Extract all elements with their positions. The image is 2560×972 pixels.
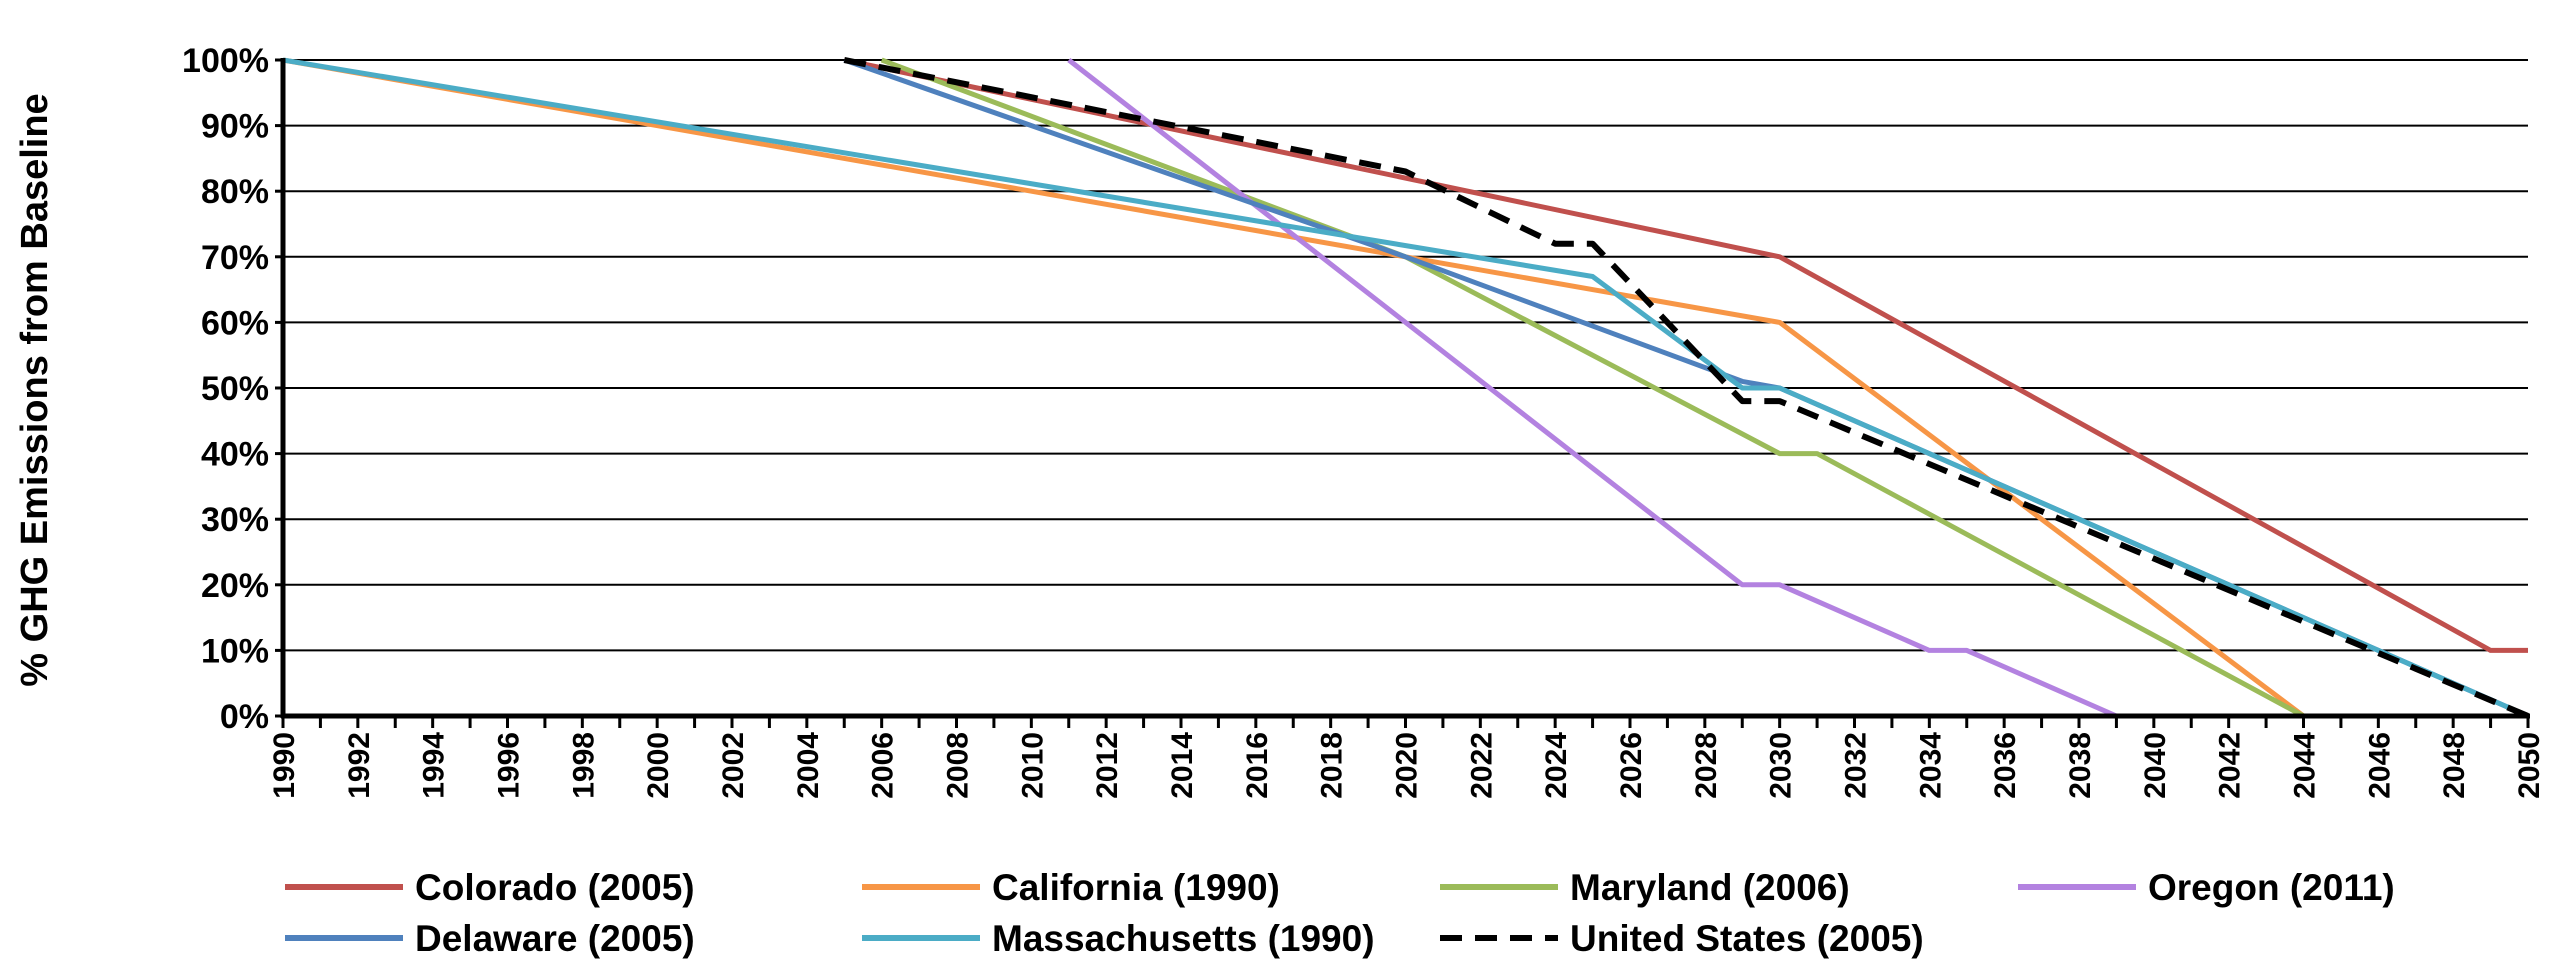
y-tick-label: 20%	[201, 567, 269, 605]
series-line	[282, 57, 2530, 719]
x-tick-label: 2016	[1241, 732, 1274, 799]
tick-labels: 0% 10% 20% 30% 40% 50% 60% 70% 80% 90% 100% 1990 199…	[182, 42, 2546, 799]
legend-label: United States (2005)	[1570, 918, 1924, 959]
x-tick-label: 2030	[1765, 732, 1798, 799]
x-tick-label: 1994	[418, 732, 451, 799]
axes	[275, 58, 2530, 728]
legend-label: Massachusetts (1990)	[992, 918, 1375, 959]
x-tick-label: 2048	[2438, 732, 2471, 799]
series-line	[282, 57, 2306, 718]
x-tick-label: 2006	[867, 732, 900, 799]
legend-label: Colorado (2005)	[415, 867, 695, 908]
legend-label: Delaware (2005)	[415, 918, 695, 959]
x-tick-label: 2004	[792, 732, 825, 799]
x-tick-label: 2050	[2513, 732, 2546, 799]
x-tick-label: 1996	[493, 732, 526, 799]
grid-lines	[283, 59, 2528, 652]
series-line	[843, 57, 2528, 653]
y-tick-label: 70%	[201, 239, 269, 277]
y-tick-label: 60%	[201, 304, 269, 342]
series-line	[843, 57, 2530, 719]
x-tick-label: 2022	[1465, 732, 1498, 799]
legend-label: Oregon (2011)	[2148, 867, 2395, 908]
y-tick-label: 0%	[220, 698, 269, 736]
x-tick-label: 2012	[1091, 732, 1124, 799]
x-tick-label: 2044	[2289, 732, 2322, 799]
x-tick-label: 2010	[1016, 732, 1049, 799]
x-tick-label: 2034	[1914, 732, 1947, 799]
y-tick-label: 40%	[201, 436, 269, 474]
x-tick-label: 2008	[942, 732, 975, 799]
x-tick-label: 2020	[1391, 732, 1424, 799]
x-tick-label: 2026	[1615, 732, 1648, 799]
series-line	[880, 57, 2305, 719]
x-tick-label: 2028	[1690, 732, 1723, 799]
x-tick-label: 2002	[717, 732, 750, 799]
y-tick-label: 30%	[201, 501, 269, 539]
y-axis-label: % GHG Emissions from Baseline	[14, 93, 56, 686]
x-tick-label: 2018	[1316, 732, 1349, 799]
x-tick-label: 2038	[2064, 732, 2097, 799]
x-tick-label: 2046	[2363, 732, 2396, 799]
x-tick-label: 2014	[1166, 732, 1199, 799]
y-tick-label: 10%	[201, 632, 269, 670]
x-tick-label: 2000	[642, 732, 675, 799]
x-tick-label: 1990	[268, 732, 301, 799]
x-tick-label: 2036	[1989, 732, 2022, 799]
x-tick-label: 1992	[343, 732, 376, 799]
legend-label: Maryland (2006)	[1570, 867, 1850, 908]
x-tick-label: 2024	[1540, 732, 1573, 799]
legend-label: California (1990)	[992, 867, 1280, 908]
y-tick-label: 50%	[201, 370, 269, 408]
x-tick-label: 2040	[2139, 732, 2172, 799]
y-tick-label: 100%	[182, 42, 269, 80]
y-tick-label: 80%	[201, 173, 269, 211]
legend: Colorado (2005) California (1990) Maryland…	[285, 867, 2395, 959]
x-tick-label: 2042	[2214, 732, 2247, 799]
x-tick-label: 1998	[567, 732, 600, 799]
x-tick-label: 2032	[1840, 732, 1873, 799]
y-tick-label: 90%	[201, 108, 269, 146]
